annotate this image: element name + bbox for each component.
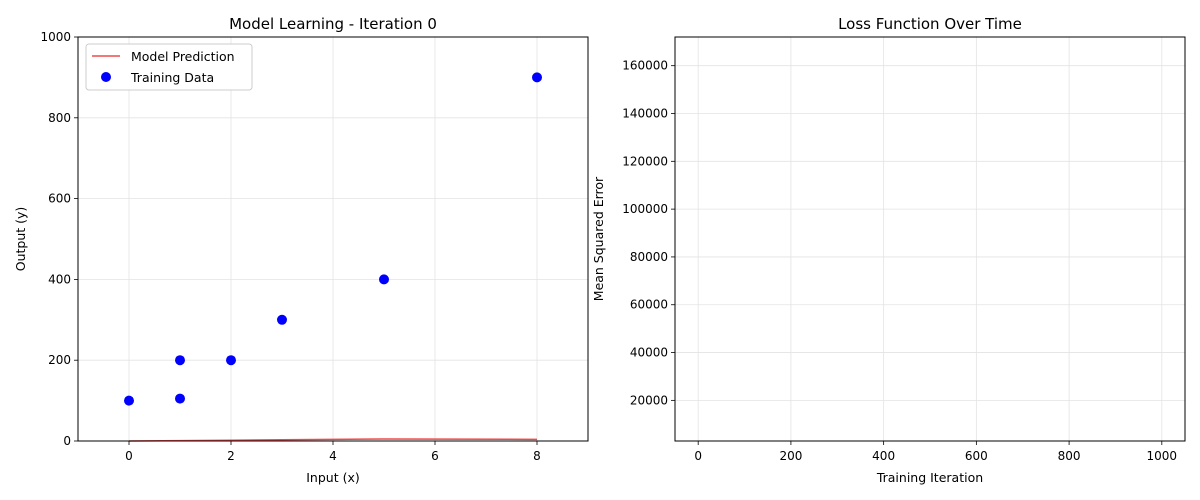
x-axis-label: Training Iteration — [876, 470, 983, 485]
y-tick-label: 800 — [48, 111, 71, 125]
y-tick-label: 40000 — [630, 346, 668, 360]
training-data-point — [175, 393, 185, 404]
model-learning-chart: Model Learning - Iteration 0 Input (x) O… — [13, 15, 589, 485]
plot-frame — [674, 36, 1186, 442]
y-tick-label: 160000 — [622, 59, 668, 73]
x-tick-label: 0 — [694, 449, 702, 463]
training-data-point — [175, 355, 185, 366]
x-tick-label: 0 — [125, 449, 133, 463]
chart-title: Model Learning - Iteration 0 — [229, 15, 437, 33]
x-tick-label: 600 — [965, 449, 988, 463]
legend-label-model-prediction: Model Prediction — [131, 49, 235, 64]
y-tick-label: 600 — [48, 192, 71, 206]
grid — [675, 37, 1185, 441]
training-data-point — [226, 355, 236, 366]
legend-box — [85, 43, 253, 91]
x-tick-label: 800 — [1058, 449, 1081, 463]
x-tick-label: 6 — [431, 449, 439, 463]
y-tick-label: 20000 — [630, 393, 668, 407]
x-tick-label: 2 — [227, 449, 235, 463]
y-tick-label: 60000 — [630, 298, 668, 312]
y-tick-label: 120000 — [622, 154, 668, 168]
y-tick-label: 80000 — [630, 250, 668, 264]
y-tick-label: 100000 — [622, 202, 668, 216]
legend-label-training-data: Training Data — [130, 70, 214, 85]
y-tick-label: 400 — [48, 272, 71, 286]
y-tick-label: 0 — [63, 434, 71, 448]
training-data-point — [277, 314, 287, 325]
training-data-point — [379, 274, 389, 285]
y-tick-label: 200 — [48, 353, 71, 367]
y-axis-label: Mean Squared Error — [591, 176, 606, 301]
x-axis-label: Input (x) — [306, 470, 360, 485]
y-tick-label: 140000 — [622, 106, 668, 120]
training-data-point — [532, 72, 542, 83]
ticks: 0 2 4 6 8 0 200 400 600 800 1000 — [40, 30, 540, 463]
ticks: 0 200 400 600 800 1000 20000 40000 60000 80000 100… — [622, 59, 1177, 463]
grid — [78, 36, 588, 442]
x-tick-label: 1000 — [1147, 449, 1178, 463]
legend: Model Prediction Training Data — [85, 43, 253, 91]
x-tick-label: 8 — [533, 449, 541, 463]
x-tick-label: 400 — [872, 449, 895, 463]
training-data-point — [124, 395, 134, 406]
x-tick-label: 4 — [329, 449, 337, 463]
legend-marker-swatch — [101, 72, 111, 82]
y-axis-label: Output (y) — [13, 207, 28, 272]
x-tick-label: 200 — [779, 449, 802, 463]
chart-title: Loss Function Over Time — [838, 15, 1022, 33]
y-tick-label: 1000 — [40, 30, 71, 44]
loss-function-chart: Loss Function Over Time Training Iterati… — [591, 15, 1186, 485]
